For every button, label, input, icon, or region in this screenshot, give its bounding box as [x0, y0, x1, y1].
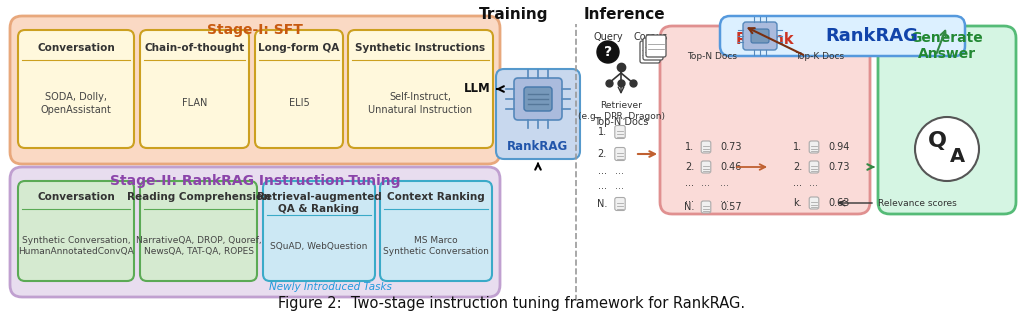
Text: 2.: 2.: [793, 162, 802, 172]
Text: Conversation: Conversation: [37, 192, 115, 202]
Text: Stage-I: SFT: Stage-I: SFT: [207, 23, 303, 37]
Text: LLM: LLM: [464, 83, 490, 95]
FancyBboxPatch shape: [614, 197, 626, 211]
FancyBboxPatch shape: [514, 78, 562, 120]
Text: ...: ...: [720, 194, 729, 204]
Text: Conversation: Conversation: [37, 43, 115, 53]
FancyBboxPatch shape: [701, 141, 711, 153]
Text: SODA, Dolly,
OpenAssistant: SODA, Dolly, OpenAssistant: [41, 92, 112, 115]
FancyBboxPatch shape: [140, 181, 257, 281]
Text: Top-N Docs: Top-N Docs: [594, 117, 648, 127]
FancyBboxPatch shape: [720, 16, 965, 56]
FancyBboxPatch shape: [640, 41, 660, 63]
Text: 0.57: 0.57: [720, 202, 741, 212]
Text: Figure 2:  Two-stage instruction tuning framework for RankRAG.: Figure 2: Two-stage instruction tuning f…: [279, 296, 745, 311]
Text: Top-K Docs: Top-K Docs: [796, 52, 845, 61]
FancyBboxPatch shape: [10, 16, 500, 164]
Text: N.: N.: [684, 202, 694, 212]
Text: RankRAG: RankRAG: [507, 140, 568, 153]
Circle shape: [597, 41, 618, 63]
Text: 0.94: 0.94: [828, 142, 849, 152]
Text: Reading Comprehension: Reading Comprehension: [127, 192, 270, 202]
Text: 0.63: 0.63: [828, 198, 849, 208]
Text: Synthetic Instructions: Synthetic Instructions: [355, 43, 485, 53]
Text: RankRAG: RankRAG: [825, 27, 919, 45]
Text: ...: ...: [793, 178, 802, 188]
Text: Chain-of-thought: Chain-of-thought: [144, 43, 245, 53]
FancyBboxPatch shape: [18, 30, 134, 148]
FancyBboxPatch shape: [878, 26, 1016, 214]
Text: k.: k.: [794, 198, 802, 208]
FancyBboxPatch shape: [255, 30, 343, 148]
Text: ...: ...: [701, 194, 711, 204]
Text: 2.: 2.: [685, 162, 694, 172]
FancyBboxPatch shape: [809, 141, 819, 153]
Text: 0.73: 0.73: [828, 162, 850, 172]
Text: ...: ...: [598, 166, 607, 176]
Text: ?: ?: [604, 45, 612, 59]
FancyBboxPatch shape: [614, 147, 626, 160]
Text: MS Marco
Synthetic Conversation: MS Marco Synthetic Conversation: [383, 236, 488, 256]
Text: Q: Q: [928, 131, 946, 151]
FancyBboxPatch shape: [263, 181, 375, 281]
Text: FLAN: FLAN: [182, 98, 207, 108]
FancyBboxPatch shape: [643, 38, 663, 60]
FancyBboxPatch shape: [660, 26, 870, 214]
Text: Rerank: Rerank: [735, 33, 795, 48]
Text: 1.: 1.: [793, 142, 802, 152]
Text: 1.: 1.: [598, 127, 607, 137]
Text: Retrieval-augmented
QA & Ranking: Retrieval-augmented QA & Ranking: [257, 192, 381, 214]
FancyBboxPatch shape: [348, 30, 493, 148]
Circle shape: [915, 117, 979, 181]
Text: Query: Query: [593, 32, 623, 42]
Text: 0.73: 0.73: [720, 142, 741, 152]
Text: Newly Introduced Tasks: Newly Introduced Tasks: [268, 282, 391, 292]
FancyBboxPatch shape: [701, 161, 711, 173]
Text: Inference: Inference: [584, 7, 666, 22]
Text: ...: ...: [615, 166, 625, 176]
Text: ...: ...: [720, 178, 729, 188]
Text: NarrativeQA, DROP, Quoref,
NewsQA, TAT-QA, ROPES: NarrativeQA, DROP, Quoref, NewsQA, TAT-Q…: [136, 236, 261, 256]
Text: ...: ...: [685, 178, 694, 188]
FancyBboxPatch shape: [18, 181, 134, 281]
FancyBboxPatch shape: [646, 35, 666, 57]
FancyBboxPatch shape: [809, 161, 819, 173]
Text: SQuAD, WebQuestion: SQuAD, WebQuestion: [270, 241, 368, 250]
FancyBboxPatch shape: [809, 197, 819, 209]
Text: ...: ...: [615, 181, 625, 191]
Text: ELI5: ELI5: [289, 98, 309, 108]
FancyBboxPatch shape: [743, 22, 777, 50]
Text: Training: Training: [478, 7, 548, 22]
FancyBboxPatch shape: [496, 69, 580, 159]
Text: Generate
Answer: Generate Answer: [910, 31, 983, 61]
Text: Stage-II: RankRAG Instruction-Tuning: Stage-II: RankRAG Instruction-Tuning: [110, 174, 400, 188]
Text: Relevance scores: Relevance scores: [878, 198, 956, 207]
Text: Top-N Docs: Top-N Docs: [687, 52, 737, 61]
Text: 0.46: 0.46: [720, 162, 741, 172]
Text: 2.: 2.: [598, 149, 607, 159]
FancyBboxPatch shape: [524, 87, 552, 111]
Text: ...: ...: [810, 178, 818, 188]
Text: Context Ranking: Context Ranking: [387, 192, 485, 202]
Text: A: A: [949, 147, 965, 167]
FancyBboxPatch shape: [614, 125, 626, 138]
Text: Self-Instruct,
Unnatural Instruction: Self-Instruct, Unnatural Instruction: [369, 92, 472, 115]
FancyBboxPatch shape: [701, 201, 711, 213]
Text: N.: N.: [597, 199, 607, 209]
Text: ...: ...: [598, 181, 607, 191]
Text: ...: ...: [685, 194, 694, 204]
Text: Synthetic Conversation,
HumanAnnotatedConvQA: Synthetic Conversation, HumanAnnotatedCo…: [18, 236, 134, 256]
Text: Corpus: Corpus: [634, 32, 668, 42]
Text: 1.: 1.: [685, 142, 694, 152]
FancyBboxPatch shape: [380, 181, 492, 281]
FancyBboxPatch shape: [751, 29, 769, 43]
Text: ...: ...: [701, 178, 711, 188]
FancyBboxPatch shape: [10, 167, 500, 297]
Text: Retriever
(e.g., DPR, Dragon): Retriever (e.g., DPR, Dragon): [578, 101, 665, 121]
Text: Long-form QA: Long-form QA: [258, 43, 340, 53]
FancyBboxPatch shape: [140, 30, 249, 148]
